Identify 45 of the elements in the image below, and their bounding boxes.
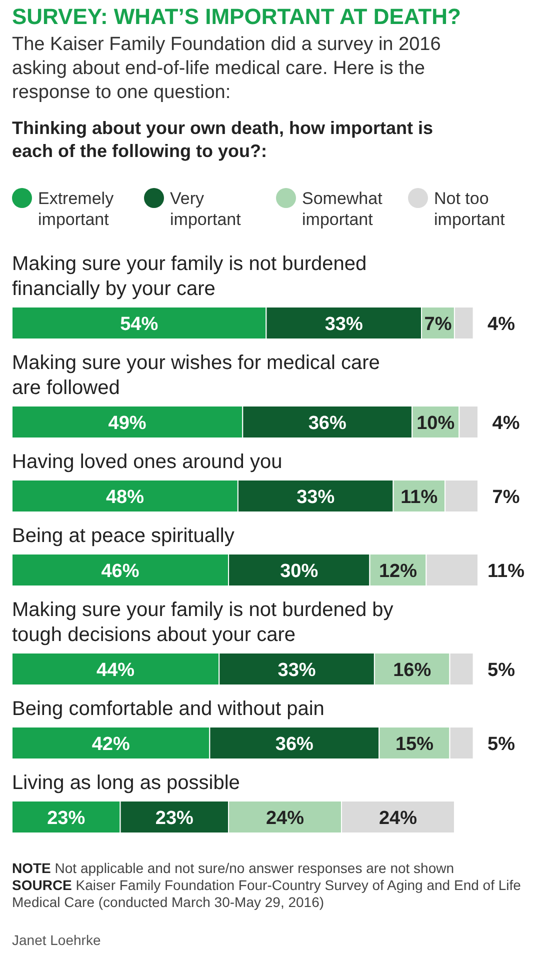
legend-label: Somewhat important: [302, 189, 383, 229]
y-tick-label: Being comfortable and without pain: [12, 698, 324, 720]
y-tick-label: Making sure your wishes for medical care are followed: [12, 352, 380, 399]
data-label: 5%: [488, 660, 516, 681]
legend-label: Extremely important: [38, 189, 114, 229]
data-label: 12%: [378, 561, 418, 582]
data-label: 33%: [296, 487, 335, 508]
data-label: 5%: [488, 734, 516, 755]
data-label: 42%: [92, 734, 130, 755]
legend-label: Not too important: [434, 189, 506, 229]
data-label: 46%: [101, 561, 140, 582]
legend-label: Very important: [170, 189, 242, 229]
data-label: 24%: [266, 808, 304, 829]
chart-title: SURVEY: WHAT’S IMPORTANT AT DEATH?: [12, 4, 461, 29]
data-label: 4%: [488, 314, 516, 335]
data-label: 24%: [378, 808, 418, 829]
y-tick-label: Having loved ones around you: [12, 451, 282, 473]
y-tick-label: Being at peace spiritually: [12, 525, 234, 547]
data-label: 23%: [47, 808, 86, 829]
y-tick-label: Making sure your family is not burdened financially by your care: [12, 253, 367, 300]
source-note: SOURCE Kaiser Family Foundation Four-Country Survey of Aging and End of Life Medical Care (conducted March 30-May 29, 2016): [12, 877, 522, 910]
data-label: 23%: [155, 808, 194, 829]
data-label: 44%: [96, 660, 135, 681]
data-label: 15%: [395, 734, 434, 755]
data-label: 36%: [275, 734, 314, 755]
data-label: 33%: [324, 314, 363, 335]
data-label: 7%: [424, 314, 452, 335]
data-label: 48%: [106, 487, 144, 508]
data-label: 10%: [416, 413, 455, 434]
data-label: 7%: [492, 487, 520, 508]
data-label: 49%: [108, 413, 146, 434]
annotation: NOTE Not applicable and not sure/no answer responses are not shown: [12, 860, 454, 876]
data-label: 11%: [488, 561, 525, 582]
data-label: 54%: [120, 314, 158, 335]
data-label: 4%: [492, 413, 520, 434]
legend-title: Thinking about your own death, how important is each of the following to you?:: [12, 118, 433, 161]
data-label: 30%: [280, 561, 318, 582]
text: Janet Loehrke: [12, 932, 101, 948]
data-label: 36%: [308, 413, 346, 434]
y-tick-label: Making sure your family is not burdened by tough decisions about your care: [12, 599, 394, 646]
chart-subtitle: The Kaiser Family Foundation did a survey in 2016 asking about end-of-life medical care. Here is the response to one question:: [12, 34, 441, 103]
data-label: 16%: [393, 660, 432, 681]
y-tick-label: Living as long as possible: [12, 772, 240, 794]
data-label: 33%: [278, 660, 316, 681]
data-label: 11%: [400, 487, 438, 508]
